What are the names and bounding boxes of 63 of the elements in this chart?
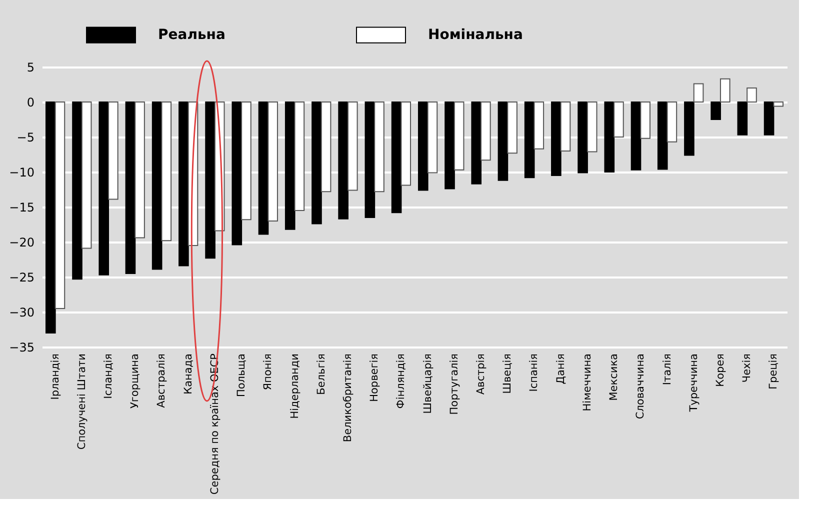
bar (232, 102, 242, 246)
y-tick-label: −25 (9, 270, 34, 284)
x-tick-label: Ісландія (102, 354, 115, 399)
bar (578, 102, 588, 174)
y-tick-label: −10 (9, 166, 34, 180)
x-tick-label: Швеція (502, 354, 514, 394)
y-tick-label: 0 (26, 96, 34, 110)
bar (630, 102, 642, 170)
x-tick-label: Чехія (741, 354, 754, 383)
x-tick-label: Японія (262, 354, 274, 390)
x-tick-label: Норвегія (368, 354, 381, 402)
bar (498, 102, 508, 181)
bar (72, 102, 82, 280)
x-tick-label: Іспанія (528, 354, 540, 392)
x-tick-label: Швейцарія (422, 354, 434, 414)
x-tick-label: Канада (182, 354, 194, 394)
bar (684, 102, 694, 156)
bar (338, 102, 348, 220)
bar (284, 102, 296, 230)
bar (444, 102, 455, 190)
x-tick-label: Великобританія (342, 354, 354, 442)
y-tick-label: 5 (26, 60, 34, 74)
x-tick-label: Португалія (448, 354, 460, 415)
bar (205, 102, 216, 259)
bar (710, 102, 721, 120)
y-tick-label: −35 (9, 340, 34, 354)
x-tick-label: Польща (236, 354, 248, 398)
bar (657, 102, 668, 170)
bar (418, 102, 428, 191)
y-tick-label: −30 (9, 306, 34, 320)
y-tick-label: −15 (9, 200, 34, 214)
bar (551, 102, 562, 176)
bar (391, 102, 402, 214)
y-tick-label: −20 (9, 236, 34, 250)
bar (312, 102, 322, 224)
x-tick-label: Італія (661, 354, 674, 386)
bar (364, 102, 376, 218)
legend-label: Реальна (158, 27, 226, 44)
x-tick-label: Сполучені Штати (76, 354, 88, 450)
x-tick-label: Німеччина (581, 354, 594, 412)
bar (737, 102, 748, 136)
y-tick-label: −5 (16, 130, 34, 144)
bar (764, 102, 774, 136)
x-tick-label: Фінляндія (395, 354, 408, 409)
x-tick-label: Туреччина (688, 354, 700, 413)
x-tick-label: Угорщина (129, 354, 142, 409)
x-tick-label: Нідерланди (288, 354, 301, 419)
x-tick-label: Данія (554, 354, 567, 384)
x-tick-label: Греція (768, 354, 780, 390)
bar (178, 102, 189, 266)
bar (98, 102, 110, 276)
x-tick-label: Словаччина (634, 354, 647, 420)
bar (604, 102, 615, 172)
x-tick-label: Австрія (475, 354, 488, 395)
bar (524, 102, 535, 178)
x-tick-label: Бельгія (315, 354, 328, 395)
legend-label: Номінальна (428, 27, 523, 44)
x-tick-label: Мексика (608, 354, 620, 401)
x-tick-label: Корея (714, 354, 726, 387)
bar (471, 102, 482, 184)
x-tick-label: Австралія (156, 354, 168, 408)
x-tick-label: Ірландія (49, 354, 62, 400)
bar (45, 102, 56, 334)
